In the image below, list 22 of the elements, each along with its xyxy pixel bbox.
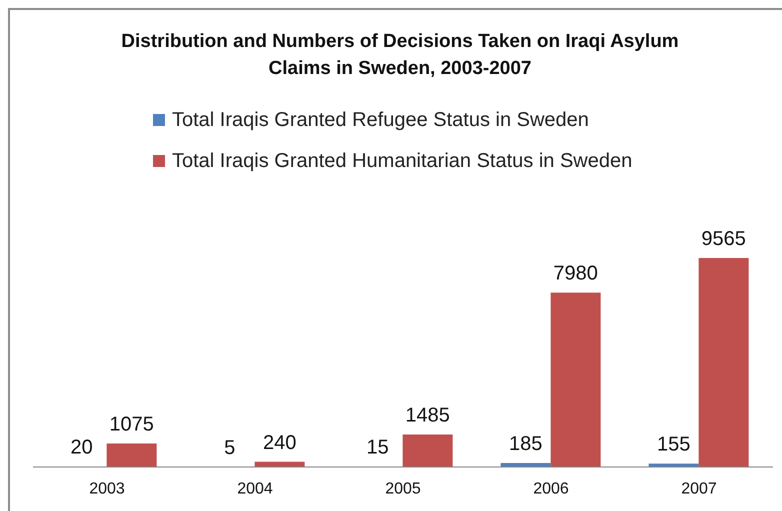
data-label: 15: [366, 436, 389, 459]
bar: [402, 434, 453, 467]
data-label: 155: [656, 434, 690, 456]
bar: [698, 258, 749, 467]
data-label: 5: [224, 436, 236, 459]
data-label: 240: [262, 432, 296, 454]
x-tick-label: 2005: [385, 480, 421, 498]
x-tick-label: 2006: [533, 480, 569, 498]
legend-label: Total Iraqis Granted Humanitarian Status in Sweden: [172, 150, 632, 172]
bar: [550, 292, 601, 467]
data-label: 185: [508, 432, 542, 455]
data-label: 1075: [109, 414, 154, 436]
legend-label: Total Iraqis Granted Refugee Status in Sweden: [172, 108, 589, 132]
x-tick-label: 2007: [681, 480, 717, 498]
bar: [106, 444, 157, 467]
x-tick-label: 2004: [237, 480, 273, 498]
data-label: 7980: [553, 262, 598, 285]
data-label: 9565: [701, 228, 746, 250]
x-tick-label: 2003: [89, 480, 125, 498]
data-label: 1485: [405, 404, 450, 427]
chart-title: Distribution and Numbers of Decisions Taken on Iraqi Asylum Claims in Sweden, 2003-2007: [120, 30, 680, 81]
data-label: 20: [70, 436, 93, 459]
